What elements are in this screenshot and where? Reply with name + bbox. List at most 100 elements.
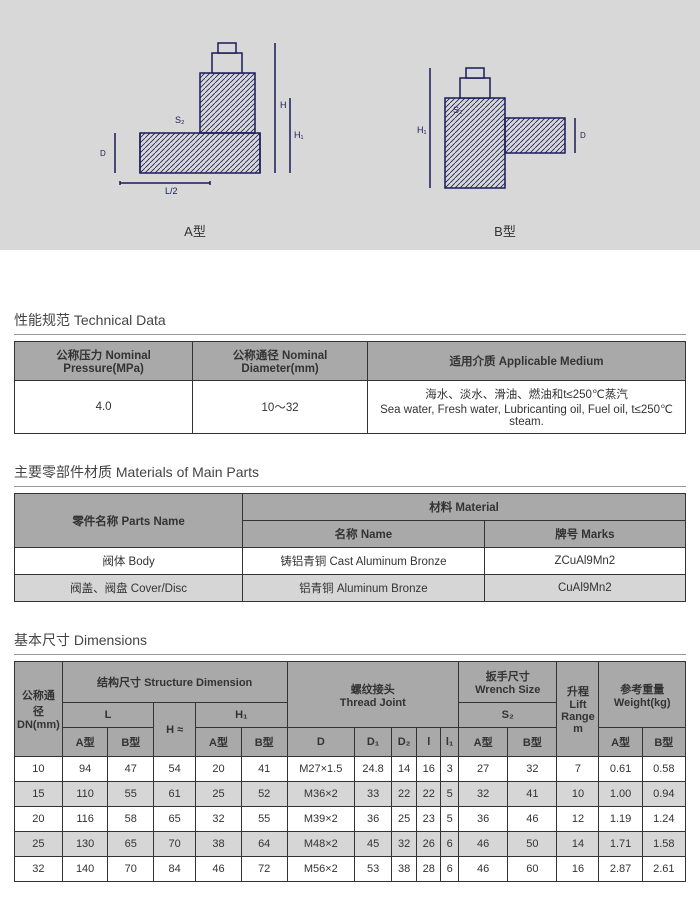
materials-section: 主要零部件材质 Materials of Main Parts 零件名称 Par… — [14, 462, 686, 602]
dim-cell-D: M27×1.5 — [287, 757, 355, 782]
th-diameter: 公称通径 Nominal Diameter(mm) — [193, 342, 368, 381]
dim-cell-WB: 0.94 — [642, 782, 685, 807]
technical-data-title: 性能规范 Technical Data — [14, 310, 686, 335]
svg-text:D: D — [580, 131, 586, 140]
dim-cell-H1B: 55 — [241, 807, 287, 832]
dim-cell-D: M56×2 — [287, 857, 355, 882]
dim-cell-dn: 10 — [15, 757, 63, 782]
dim-cell-I: 26 — [417, 832, 441, 857]
th-S2: S₂ — [459, 703, 557, 728]
dim-cell-S2A: 46 — [459, 857, 508, 882]
dim-cell-H1A: 38 — [196, 832, 242, 857]
dim-cell-lift: 7 — [557, 757, 599, 782]
th-marks: 牌号 Marks — [484, 521, 685, 548]
dim-cell-S2B: 46 — [508, 807, 557, 832]
svg-text:H: H — [280, 100, 287, 110]
dim-cell-D1: 53 — [355, 857, 392, 882]
th-pressure: 公称压力 Nominal Pressure(MPa) — [15, 342, 193, 381]
th-lift: 升程LiftRangem — [557, 662, 599, 757]
svg-text:H₁: H₁ — [417, 125, 427, 135]
dim-cell-I1: 3 — [441, 757, 459, 782]
dim-cell-WA: 1.19 — [599, 807, 642, 832]
dim-cell-lift: 16 — [557, 857, 599, 882]
dimensions-table: 公称通径DN(mm) 结构尺寸 Structure Dimension 螺纹接头… — [14, 661, 686, 882]
th-H1A: A型 — [196, 728, 242, 757]
th-WA: A型 — [599, 728, 642, 757]
dim-cell-D1: 24.8 — [355, 757, 392, 782]
dim-cell-I1: 6 — [441, 857, 459, 882]
dim-cell-D2: 22 — [392, 782, 417, 807]
svg-text:S₂: S₂ — [175, 115, 185, 125]
th-dn: 公称通径DN(mm) — [15, 662, 63, 757]
dim-cell-LB: 55 — [108, 782, 154, 807]
th-WB: B型 — [642, 728, 685, 757]
dim-cell-S2A: 32 — [459, 782, 508, 807]
th-H: H ≈ — [154, 703, 196, 757]
dimensions-row: 2011658653255M39×236252353646121.191.24 — [15, 807, 686, 832]
dim-cell-WA: 2.87 — [599, 857, 642, 882]
dim-cell-WA: 1.00 — [599, 782, 642, 807]
dimensions-row: 3214070844672M56×253382864660162.872.61 — [15, 857, 686, 882]
dimensions-row: 2513065703864M48×245322664650141.711.58 — [15, 832, 686, 857]
th-medium: 适用介质 Applicable Medium — [368, 342, 686, 381]
dim-cell-WB: 0.58 — [642, 757, 685, 782]
dim-cell-LB: 47 — [108, 757, 154, 782]
th-LB: B型 — [108, 728, 154, 757]
dim-cell-WB: 1.58 — [642, 832, 685, 857]
dim-cell-H: 84 — [154, 857, 196, 882]
th-LA: A型 — [62, 728, 108, 757]
th-D2: D₂ — [392, 728, 417, 757]
medium-en: Sea water, Fresh water, Lubricanting oil… — [371, 402, 682, 428]
dim-cell-S2B: 41 — [508, 782, 557, 807]
medium-cn: 海水、淡水、滑油、燃油和t≤250℃蒸汽 — [371, 386, 682, 402]
dim-cell-D2: 14 — [392, 757, 417, 782]
dim-cell-LB: 65 — [108, 832, 154, 857]
td-medium: 海水、淡水、滑油、燃油和t≤250℃蒸汽 Sea water, Fresh wa… — [368, 381, 686, 434]
th-S2A: A型 — [459, 728, 508, 757]
svg-text:D: D — [100, 149, 106, 158]
dim-cell-lift: 10 — [557, 782, 599, 807]
dim-cell-WB: 1.24 — [642, 807, 685, 832]
dim-cell-S2A: 46 — [459, 832, 508, 857]
dim-cell-WB: 2.61 — [642, 857, 685, 882]
dim-cell-I1: 5 — [441, 782, 459, 807]
th-L: L — [62, 703, 153, 728]
dim-cell-S2B: 60 — [508, 857, 557, 882]
dim-cell-H1B: 52 — [241, 782, 287, 807]
diagram-b-drawing: H₁ D S₂ — [385, 33, 625, 213]
dim-cell-LA: 110 — [62, 782, 108, 807]
dim-cell-S2B: 50 — [508, 832, 557, 857]
dim-cell-D2: 25 — [392, 807, 417, 832]
dim-cell-lift: 12 — [557, 807, 599, 832]
diagram-a-caption: A型 — [184, 221, 206, 240]
dim-cell-LA: 116 — [62, 807, 108, 832]
materials-table: 零件名称 Parts Name 材料 Material 名称 Name 牌号 M… — [14, 493, 686, 602]
td-diameter: 10～32 — [193, 381, 368, 434]
dim-cell-LA: 94 — [62, 757, 108, 782]
th-D: D — [287, 728, 355, 757]
dim-cell-dn: 25 — [15, 832, 63, 857]
diagram-a-drawing: L/2 H H₁ D S₂ — [75, 33, 315, 213]
dim-cell-LA: 140 — [62, 857, 108, 882]
dim-cell-H1B: 64 — [241, 832, 287, 857]
dim-cell-I1: 6 — [441, 832, 459, 857]
dimensions-section: 基本尺寸 Dimensions 公称通径DN(mm) 结构尺寸 Structur… — [14, 630, 686, 882]
td-pressure: 4.0 — [15, 381, 193, 434]
diagram-b: H₁ D S₂ B型 — [385, 33, 625, 240]
diagram-b-caption: B型 — [494, 221, 516, 240]
dim-cell-D2: 32 — [392, 832, 417, 857]
dim-cell-D2: 38 — [392, 857, 417, 882]
dim-cell-WA: 1.71 — [599, 832, 642, 857]
materials-row: 阀盖、阀盘 Cover/Disc铝青铜 Aluminum BronzeCuAl9… — [15, 575, 686, 602]
th-H1B: B型 — [241, 728, 287, 757]
technical-data-table: 公称压力 Nominal Pressure(MPa) 公称通径 Nominal … — [14, 341, 686, 434]
dim-cell-LB: 58 — [108, 807, 154, 832]
dim-cell-H: 70 — [154, 832, 196, 857]
svg-text:L/2: L/2 — [165, 186, 178, 196]
th-parts: 零件名称 Parts Name — [15, 494, 243, 548]
th-struct: 结构尺寸 Structure Dimension — [62, 662, 287, 703]
diagram-area: L/2 H H₁ D S₂ A型 H₁ D S₂ B型 — [0, 0, 700, 250]
dim-cell-WA: 0.61 — [599, 757, 642, 782]
th-Icol: l — [417, 728, 441, 757]
dim-cell-H1A: 25 — [196, 782, 242, 807]
